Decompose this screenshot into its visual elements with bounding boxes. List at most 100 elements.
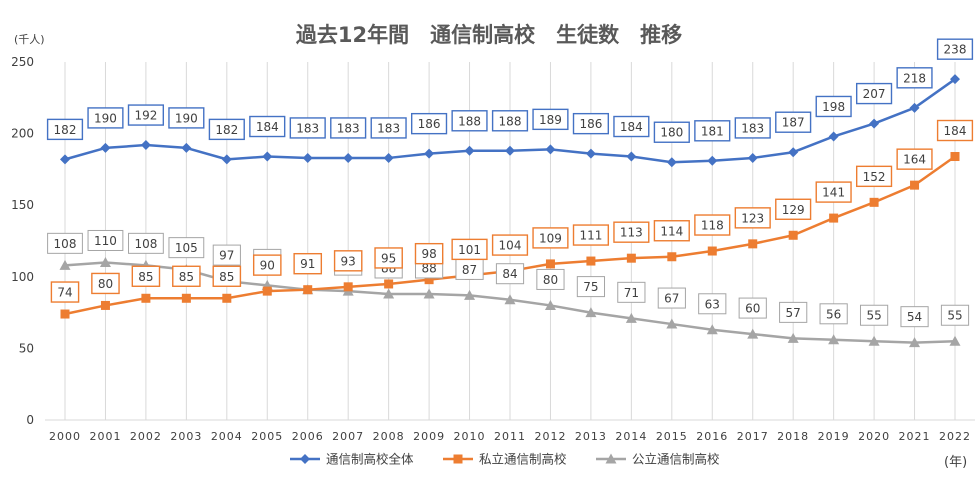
x-tick-label: 2015 xyxy=(656,430,688,443)
data-point-public xyxy=(585,307,597,318)
x-tick-label: 2005 xyxy=(251,430,283,443)
data-point-private xyxy=(303,285,313,295)
data-label-box-total xyxy=(532,108,569,131)
data-point-public xyxy=(868,335,880,346)
data-point-public xyxy=(59,259,71,270)
data-label-total: 190 xyxy=(175,111,198,125)
chart-title: 過去12年間 通信制高校 生徒数 推移 xyxy=(296,23,682,47)
data-label-public: 75 xyxy=(583,280,598,294)
data-point-public xyxy=(706,324,718,335)
data-label-total: 181 xyxy=(701,124,724,138)
data-point-total xyxy=(585,148,596,159)
legend-label-public: 公立通信制高校 xyxy=(632,452,720,467)
data-label-total: 238 xyxy=(944,43,967,57)
data-point-public xyxy=(949,335,961,346)
data-point-private xyxy=(545,259,555,269)
x-tick-label: 2010 xyxy=(454,430,486,443)
data-point-public xyxy=(909,337,921,348)
data-label-box-private xyxy=(333,250,363,272)
data-label-total: 187 xyxy=(782,116,805,130)
data-label-box-total xyxy=(46,118,84,141)
data-label-total: 184 xyxy=(256,120,279,134)
data-label-box-public xyxy=(576,276,606,298)
data-label-box-private xyxy=(212,265,242,287)
data-label-box-total xyxy=(653,121,690,143)
data-point-total xyxy=(302,152,313,163)
data-label-box-public xyxy=(779,301,808,323)
legend-label-private: 私立通信制高校 xyxy=(479,452,567,467)
data-point-total xyxy=(181,142,192,153)
x-axis-unit-label: (年) xyxy=(944,455,967,470)
data-label-public: 108 xyxy=(134,237,157,251)
y-tick-label: 250 xyxy=(11,55,34,69)
data-label-private: 85 xyxy=(138,270,153,284)
data-label-box-total xyxy=(815,95,852,118)
data-point-private xyxy=(869,197,879,207)
data-label-box-private xyxy=(414,242,444,265)
data-label-private: 80 xyxy=(98,277,113,291)
data-label-box-private xyxy=(491,234,529,256)
data-label-private: 123 xyxy=(741,211,764,225)
data-label-total: 190 xyxy=(94,111,117,125)
legend-marker-private xyxy=(453,454,463,464)
data-point-private xyxy=(829,213,839,223)
data-point-total xyxy=(626,151,637,162)
y-tick-label: 0 xyxy=(26,413,34,427)
data-label-box-total xyxy=(936,38,974,60)
data-point-total xyxy=(828,131,839,142)
data-label-private: 93 xyxy=(341,254,356,268)
data-point-public xyxy=(504,294,516,305)
data-label-private: 109 xyxy=(539,231,562,245)
data-label-total: 182 xyxy=(54,123,77,137)
data-label-public: 55 xyxy=(866,309,881,323)
data-label-public: 84 xyxy=(502,267,517,281)
data-label-total: 182 xyxy=(215,123,238,137)
data-label-total: 180 xyxy=(660,126,683,140)
y-axis-unit-label: (千人) xyxy=(14,33,45,46)
data-label-public: 67 xyxy=(664,292,679,306)
data-label-box-total xyxy=(896,67,933,89)
data-point-total xyxy=(343,152,354,163)
data-point-total xyxy=(909,102,920,113)
data-point-total xyxy=(464,145,475,156)
data-label-total: 189 xyxy=(539,113,562,127)
data-point-public xyxy=(99,256,111,267)
data-label-box-private xyxy=(451,238,488,261)
data-label-box-private xyxy=(936,119,974,142)
data-point-total xyxy=(869,118,880,129)
data-label-box-private xyxy=(653,220,690,242)
data-point-public xyxy=(828,334,840,345)
data-point-total xyxy=(788,147,799,158)
data-label-public: 80 xyxy=(543,273,558,287)
data-label-box-private xyxy=(694,214,731,236)
x-tick-label: 2008 xyxy=(373,430,405,443)
data-label-box-total xyxy=(855,82,893,105)
data-label-public: 55 xyxy=(947,309,962,323)
data-label-box-public xyxy=(657,287,686,309)
data-label-private: 101 xyxy=(458,243,481,257)
data-label-total: 198 xyxy=(822,100,845,114)
data-point-total xyxy=(60,154,70,165)
data-label-box-total xyxy=(127,104,165,126)
data-point-private xyxy=(424,275,434,285)
data-point-public xyxy=(666,318,678,329)
data-label-total: 183 xyxy=(337,121,360,135)
data-label-box-public xyxy=(168,237,205,259)
data-label-box-total xyxy=(775,111,812,133)
x-tick-label: 2003 xyxy=(170,430,202,443)
data-point-total xyxy=(100,142,111,153)
data-label-box-total xyxy=(613,115,650,138)
x-tick-label: 2009 xyxy=(413,430,445,443)
data-point-private xyxy=(141,293,151,303)
data-label-private: 74 xyxy=(57,286,72,300)
data-label-box-private xyxy=(50,281,80,303)
data-label-box-total xyxy=(249,115,286,138)
data-label-private: 141 xyxy=(822,186,845,200)
data-point-total xyxy=(707,155,718,166)
data-label-total: 183 xyxy=(741,121,764,135)
x-tick-label: 2019 xyxy=(818,430,850,443)
data-label-box-private xyxy=(815,181,852,203)
data-point-total xyxy=(424,148,435,159)
